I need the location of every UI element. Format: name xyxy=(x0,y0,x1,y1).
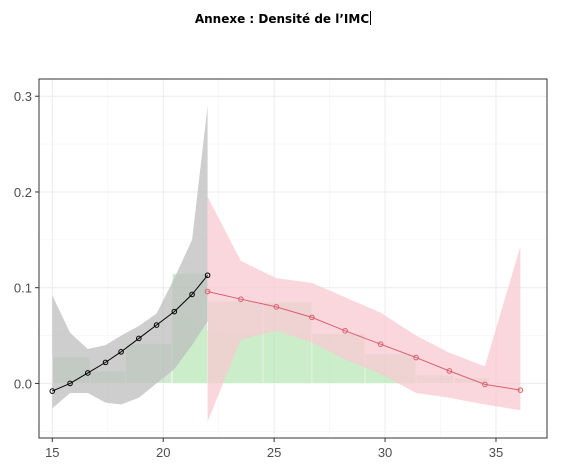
density-point xyxy=(517,387,524,393)
density-point xyxy=(118,349,124,355)
y-tick-label: 0.1 xyxy=(14,281,32,296)
green-density-area xyxy=(172,303,417,384)
x-tick-label: 25 xyxy=(267,445,281,460)
density-point xyxy=(171,308,178,315)
axis-layer: 15 20 25 30 35 0.0 0.1 0.2 0.3 xyxy=(14,89,503,460)
y-tick-label: 0.0 xyxy=(14,376,32,391)
density-point xyxy=(136,335,142,342)
density-point xyxy=(204,272,211,279)
confidence-band-layer xyxy=(52,105,521,422)
density-point xyxy=(446,368,453,374)
density-point xyxy=(49,388,56,394)
x-tick-label: 15 xyxy=(45,445,59,460)
density-point-layer xyxy=(49,272,524,394)
density-line-1 xyxy=(52,274,208,392)
y-tick-label: 0.2 xyxy=(14,185,32,200)
density-point xyxy=(189,291,195,298)
density-point xyxy=(273,304,280,310)
plot-panel-border xyxy=(38,78,548,439)
density-point xyxy=(413,354,419,361)
density-point xyxy=(238,296,244,302)
density-line-layer xyxy=(52,274,521,392)
density-point xyxy=(153,322,160,328)
density-point xyxy=(85,370,91,376)
confidence-band-2 xyxy=(207,196,521,422)
confidence-band-1 xyxy=(52,105,208,409)
density-line-2 xyxy=(207,291,521,391)
document-title: Annexe : Densité de l’IMC xyxy=(194,11,372,26)
density-point xyxy=(377,341,384,347)
x-tick-label: 35 xyxy=(489,445,503,460)
y-tick-label: 0.3 xyxy=(14,89,32,104)
density-point xyxy=(102,359,109,366)
x-tick-label: 20 xyxy=(156,445,170,460)
density-point xyxy=(482,381,488,388)
density-point xyxy=(204,288,211,295)
density-point xyxy=(67,380,73,387)
x-tick-label: 30 xyxy=(378,445,392,460)
density-point xyxy=(309,314,315,321)
density-point xyxy=(342,327,348,334)
text-cursor xyxy=(370,11,372,25)
